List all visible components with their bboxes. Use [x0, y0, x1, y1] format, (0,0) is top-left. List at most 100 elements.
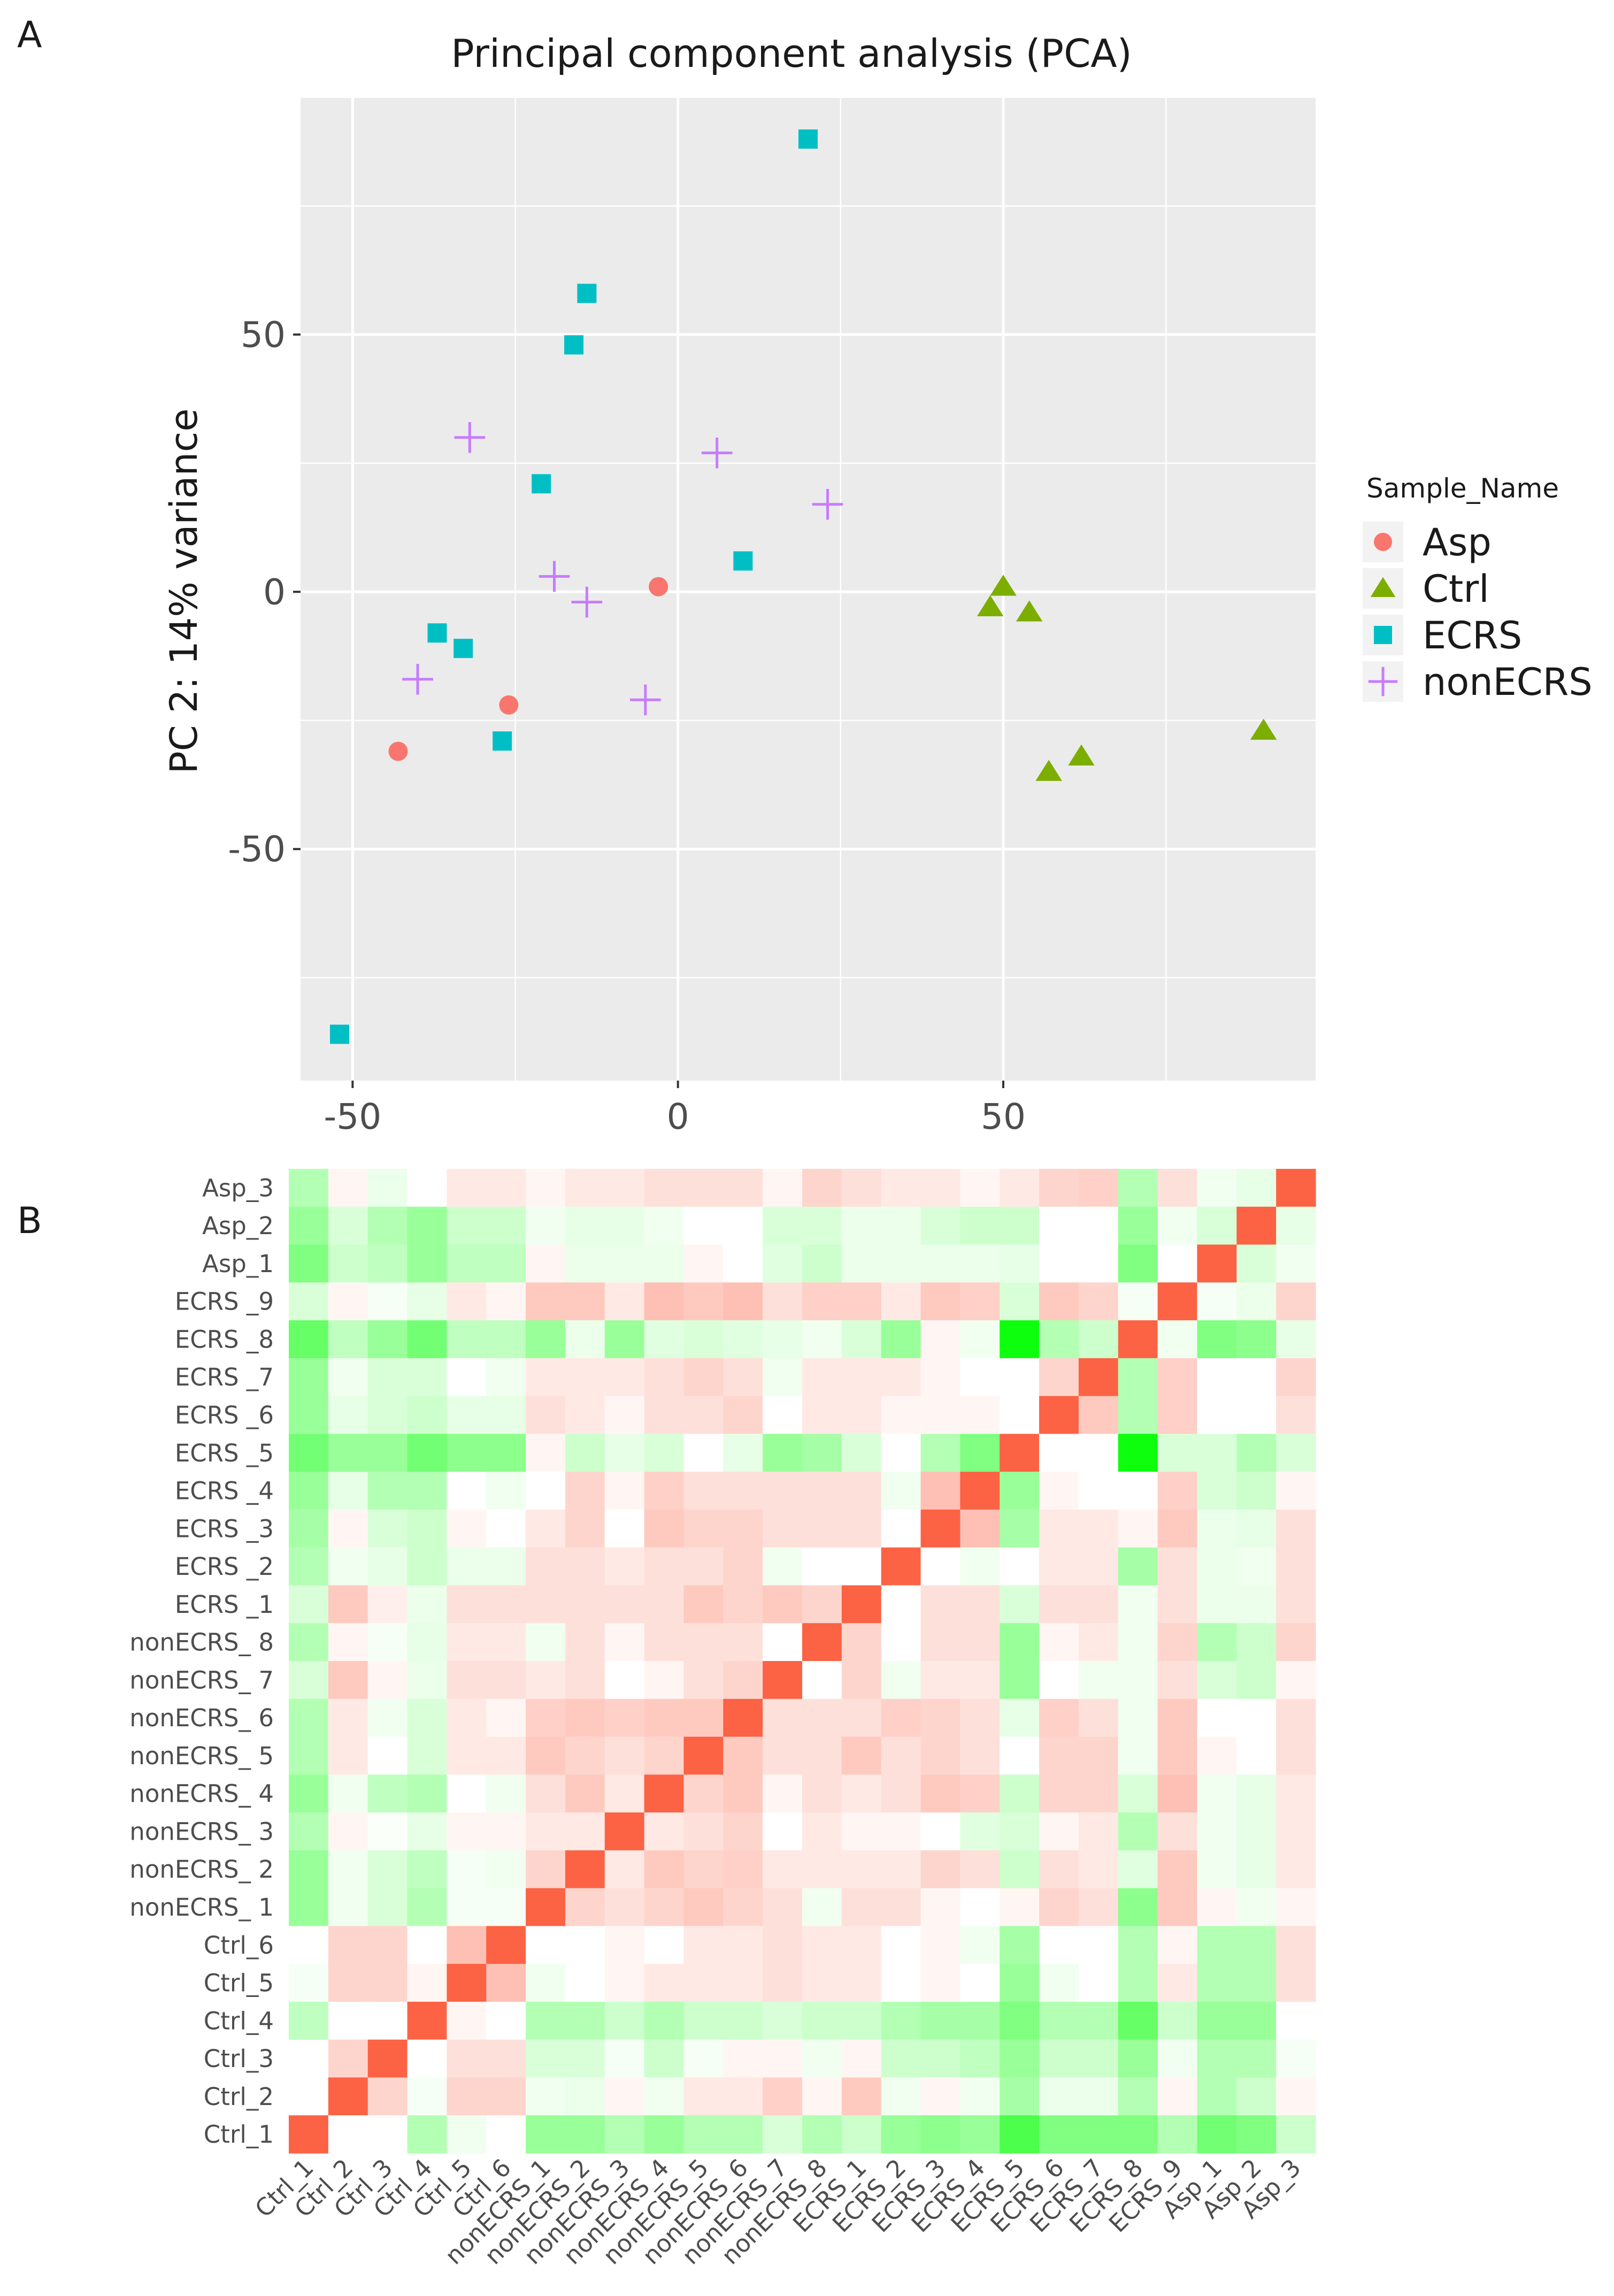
heatmap-cell: [367, 2077, 408, 2116]
heatmap-cell: [1000, 1926, 1040, 1964]
heatmap-cell: [1078, 2115, 1119, 2154]
heatmap-cell: [763, 1547, 803, 1586]
heatmap-cell: [841, 1206, 882, 1245]
heatmap-cell: [1000, 1547, 1040, 1586]
heatmap-cell: [763, 1850, 803, 1889]
heatmap-cell: [802, 1320, 842, 1359]
heatmap-cell: [486, 2077, 526, 2116]
point-ecrs: [798, 129, 818, 149]
heatmap-cell: [447, 1434, 487, 1472]
heatmap-cell: [683, 1585, 724, 1624]
heatmap-cell: [486, 1623, 526, 1662]
heatmap-cell: [723, 1547, 763, 1586]
heatmap-cell: [802, 1850, 842, 1889]
heatmap-cell: [407, 1396, 447, 1434]
heatmap-cell: [683, 2039, 724, 2078]
heatmap-cell: [723, 1736, 763, 1775]
heatmap-cell: [526, 1509, 566, 1548]
heatmap-cell: [1039, 2115, 1079, 2154]
heatmap-cell: [447, 1850, 487, 1889]
heatmap-cell: [328, 2077, 368, 2116]
heatmap-cell: [1236, 1888, 1277, 1926]
heatmap-cell: [1000, 1698, 1040, 1738]
heatmap-cell: [644, 1585, 685, 1624]
heatmap-cell: [486, 1206, 526, 1245]
heatmap-cell: [447, 1812, 487, 1851]
heatmap-cell: [1276, 1169, 1316, 1207]
heatmap-cell: [1000, 1509, 1040, 1548]
pca-points: [330, 129, 1277, 1044]
heatmap-cell: [1157, 2039, 1198, 2078]
heatmap-cell: [802, 2001, 842, 2040]
heatmap-cell: [802, 1282, 842, 1321]
heatmap-cell: [723, 2077, 763, 2116]
heatmap-cell: [447, 1509, 487, 1548]
heatmap-cell: [328, 2001, 368, 2040]
heatmap-cell: [683, 1282, 724, 1321]
heatmap-cell: [526, 1812, 566, 1851]
heatmap-cell: [486, 2039, 526, 2078]
heatmap-cell: [763, 2039, 803, 2078]
heatmap-cell: [1078, 1244, 1119, 1283]
heatmap-cell: [1078, 1206, 1119, 1245]
heatmap-cell: [841, 1774, 882, 1813]
heatmap-cell: [1157, 1472, 1198, 1510]
heatmap-cell: [1078, 1623, 1119, 1662]
pca-xtick-label: 0: [667, 1096, 689, 1137]
heatmap-cell: [1039, 1358, 1079, 1397]
heatmap-cell: [1118, 1964, 1158, 2002]
heatmap-cell: [841, 1661, 882, 1700]
heatmap-cell: [841, 2077, 882, 2116]
heatmap-cell: [367, 1812, 408, 1851]
heatmap-cell: [683, 1850, 724, 1889]
heatmap-cell: [565, 2077, 605, 2116]
heatmap-cell: [1197, 1472, 1237, 1510]
heatmap-cell: [1276, 1206, 1316, 1245]
heatmap-cell: [604, 2077, 645, 2116]
heatmap-cell: [447, 2115, 487, 2154]
heatmap-cell: [328, 2115, 368, 2154]
heatmap-cell: [407, 1661, 447, 1700]
heatmap-cell: [604, 1661, 645, 1700]
heatmap-cell: [802, 1547, 842, 1586]
heatmap-cell: [881, 1244, 921, 1283]
heatmap-cell: [604, 2115, 645, 2154]
heatmap-cell: [604, 1964, 645, 2002]
heatmap-cell: [1000, 1964, 1040, 2002]
heatmap-cell: [1197, 1850, 1237, 1889]
heatmap-cell: [367, 1623, 408, 1662]
heatmap-cell: [328, 1396, 368, 1434]
heatmap-cell: [486, 1358, 526, 1397]
legend-key-ecrs: [1374, 626, 1392, 644]
heatmap-cell: [565, 1320, 605, 1359]
heatmap-cell: [1078, 1661, 1119, 1700]
point-ctrl: [1035, 760, 1062, 781]
heatmap-cell: [644, 1698, 685, 1738]
heatmap-cell: [1000, 1585, 1040, 1624]
heatmap-cell: [841, 1736, 882, 1775]
heatmap-row-label: ECRS _4: [175, 1477, 274, 1505]
heatmap-row-label: nonECRS_ 2: [129, 1855, 274, 1884]
heatmap-cell: [802, 1926, 842, 1964]
heatmap-cell: [1276, 1850, 1316, 1889]
heatmap-cell: [328, 1169, 368, 1207]
heatmap-cell: [1276, 1509, 1316, 1548]
heatmap-cell: [683, 1244, 724, 1283]
heatmap-cell: [1157, 1585, 1198, 1624]
heatmap-cell: [920, 1434, 960, 1472]
heatmap-cell: [1236, 2039, 1277, 2078]
heatmap-cell: [367, 1585, 408, 1624]
heatmap-cell: [604, 1736, 645, 1775]
heatmap-cell: [1236, 1812, 1277, 1851]
heatmap-cell: [960, 1282, 1000, 1321]
heatmap-cell: [328, 1774, 368, 1813]
heatmap-cell: [447, 1964, 487, 2002]
point-ecrs: [330, 1024, 349, 1044]
heatmap-row-label: ECRS _2: [175, 1552, 274, 1581]
heatmap-cell: [604, 2039, 645, 2078]
heatmap-cell: [1118, 1509, 1158, 1548]
heatmap-cell: [723, 1396, 763, 1434]
heatmap-cell: [763, 1623, 803, 1662]
heatmap-cell: [1078, 1850, 1119, 1889]
